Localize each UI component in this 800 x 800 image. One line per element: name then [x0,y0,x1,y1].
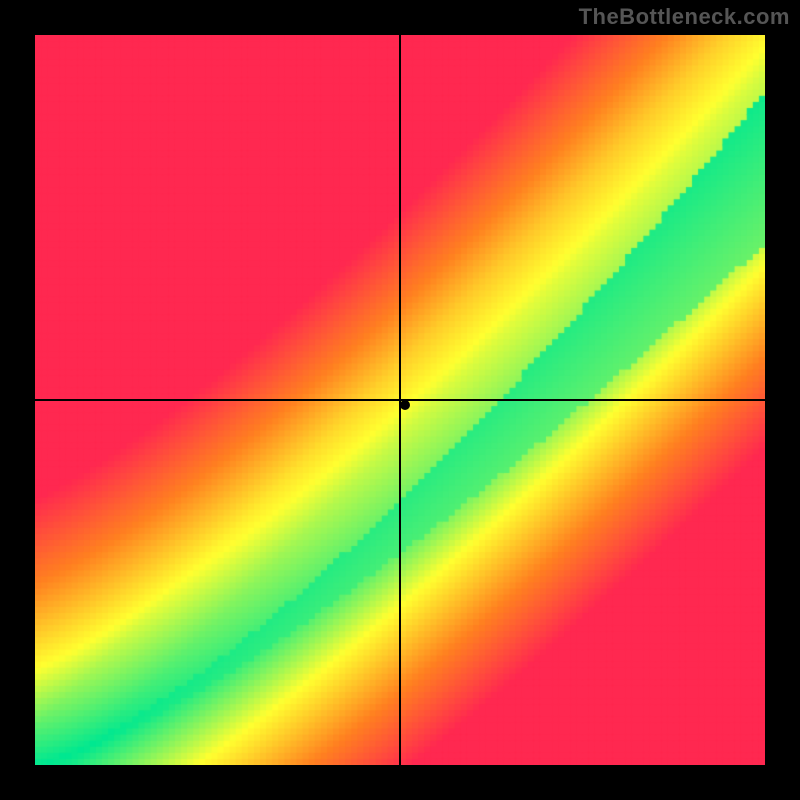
attribution-text: TheBottleneck.com [579,4,790,30]
chart-container: { "attribution": "TheBottleneck.com", "a… [0,0,800,800]
crosshair-horizontal [35,399,765,401]
